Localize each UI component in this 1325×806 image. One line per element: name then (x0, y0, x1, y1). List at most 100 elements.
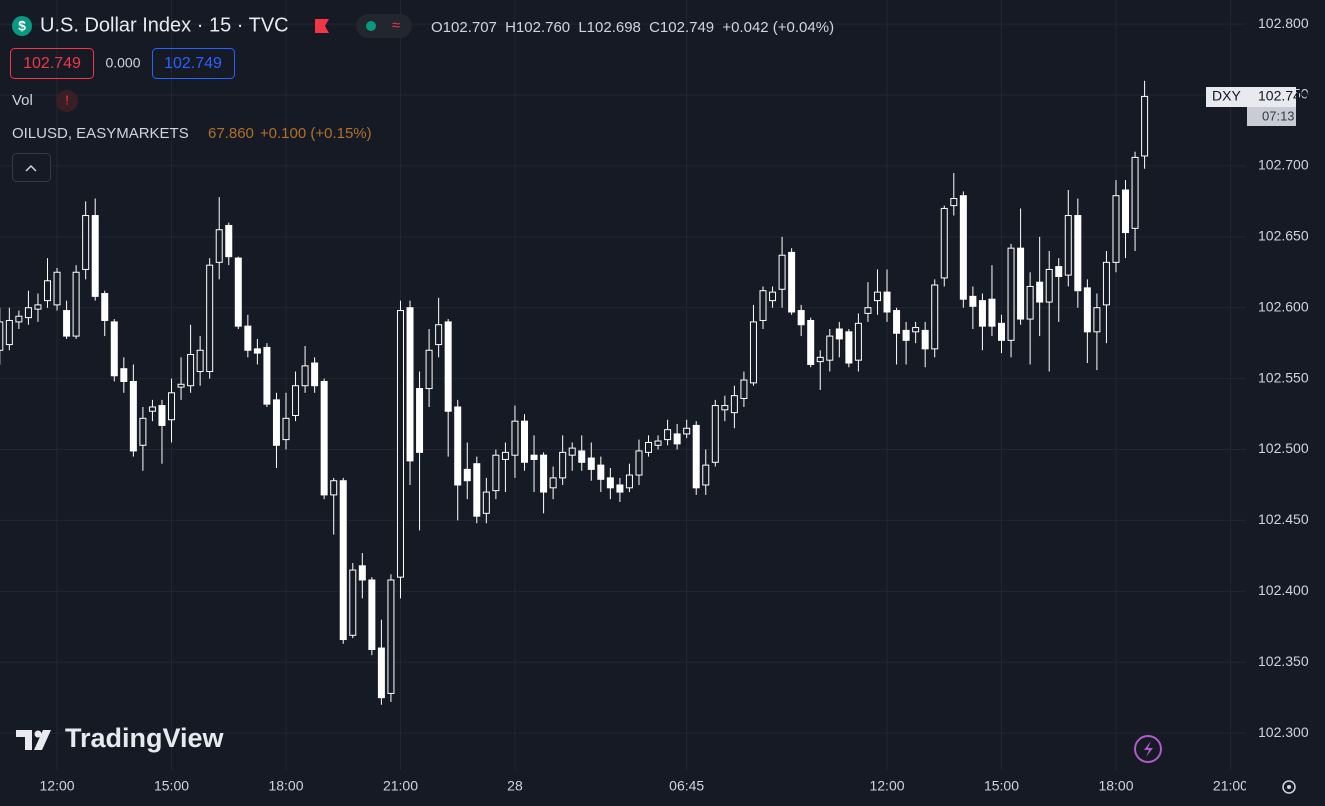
candle-body (530, 454, 538, 460)
candle-body (702, 464, 710, 486)
candle-body (950, 198, 958, 207)
candle-body (330, 480, 338, 496)
candle-body (1093, 307, 1101, 333)
candle-body (387, 579, 395, 694)
candle-body (902, 329, 910, 341)
candle-body (788, 251, 796, 313)
candle-body (44, 280, 51, 302)
candles (0, 80, 1149, 705)
candle-body (988, 298, 996, 327)
candle-body (998, 322, 1005, 341)
compare-change: +0.100 (+0.15%) (260, 125, 372, 142)
settings-button[interactable] (1282, 780, 1296, 794)
x-tick-label: 15:00 (984, 778, 1019, 794)
candle-body (807, 319, 815, 365)
candle-body (177, 383, 185, 388)
candle-body (492, 454, 500, 492)
candle-body (816, 356, 824, 363)
candle-body (168, 392, 176, 421)
y-tick-label: 102.500 (1258, 440, 1309, 456)
x-tick-label: 15:00 (154, 778, 189, 794)
candle-body (139, 417, 147, 446)
ohlc-value: 102.698 (587, 19, 641, 36)
y-tick-label: 102.350 (1258, 653, 1309, 669)
candle-body (1026, 285, 1034, 320)
candle-body (1102, 261, 1110, 306)
candle-body (339, 480, 347, 641)
collapse-icon (25, 164, 37, 172)
candle-body (63, 310, 71, 337)
candle-body (501, 451, 509, 460)
volume-label[interactable]: Vol (12, 92, 33, 109)
candle-body (883, 291, 891, 313)
ohlc-value: 102.749 (660, 19, 714, 36)
compare-symbol[interactable]: OILUSD, EASYMARKETS (12, 125, 189, 142)
x-tick-label: 12:00 (40, 778, 75, 794)
buy-price: 102.749 (164, 55, 222, 72)
candle-body (301, 365, 309, 387)
candle-body (606, 477, 614, 489)
candle-body (101, 293, 109, 321)
candle-body (377, 647, 385, 699)
candle-body (873, 291, 881, 302)
candle-body (416, 388, 424, 453)
candle-body (5, 319, 13, 346)
candle-body (282, 417, 290, 441)
y-tick-label: 102.650 (1258, 228, 1309, 244)
candle-body (244, 325, 252, 351)
candle-body (425, 349, 433, 390)
y-tick-label: 102.550 (1258, 369, 1309, 385)
candle-body (148, 406, 156, 412)
sell-button[interactable] (10, 48, 94, 79)
price-tag (1206, 87, 1296, 107)
buy-button[interactable] (152, 48, 235, 79)
y-tick-label: 102.450 (1258, 511, 1309, 527)
countdown: 07:13 (1262, 108, 1295, 123)
logo-text[interactable]: TradingView (65, 723, 225, 753)
candle-body (1017, 247, 1025, 320)
candle-body (320, 380, 328, 496)
candle-body (749, 321, 757, 384)
status-pill[interactable] (356, 14, 412, 38)
candle-body (645, 441, 653, 453)
candle-body (854, 322, 862, 361)
x-tick-label: 28 (507, 778, 523, 794)
candle-body (444, 321, 452, 412)
price-tag-value: 102.749 (1258, 88, 1309, 104)
candle-body (654, 440, 662, 446)
candle-body (1083, 287, 1091, 333)
sell-price: 102.749 (23, 55, 81, 72)
candle-body (129, 380, 137, 452)
candle-body (34, 304, 42, 310)
candle-body (568, 447, 576, 456)
ohlc-value: 102.707 (443, 19, 497, 36)
x-tick-label: 06:45 (669, 778, 704, 794)
candle-body (358, 565, 366, 581)
candle-body (740, 379, 748, 399)
x-tick-label: 21:00 (1213, 778, 1248, 794)
spread: 0.000 (105, 55, 140, 71)
volume-alert[interactable] (56, 90, 78, 112)
candle-body (72, 271, 80, 337)
x-tick-label: 18:00 (268, 778, 303, 794)
price-tag-symbol: DXY (1212, 88, 1241, 104)
candle-body (91, 215, 99, 297)
candle-body (1112, 195, 1120, 263)
symbol-title[interactable]: U.S. Dollar Index · 15 · TVC (40, 14, 289, 36)
candle-body (721, 405, 729, 411)
candle-body (1131, 156, 1139, 229)
candle-body (196, 349, 204, 373)
candle-body (158, 405, 166, 426)
candle-body (368, 579, 376, 650)
candle-body (845, 331, 853, 364)
candle-body (921, 329, 929, 350)
flag-icon[interactable] (315, 19, 329, 33)
y-tick-label: 102.700 (1258, 157, 1309, 173)
candle-body (959, 195, 967, 300)
candle-body (521, 420, 528, 463)
candle-body (730, 395, 738, 414)
candle-body (0, 321, 4, 351)
flash-button[interactable] (1134, 735, 1162, 763)
candle-body (24, 307, 32, 319)
